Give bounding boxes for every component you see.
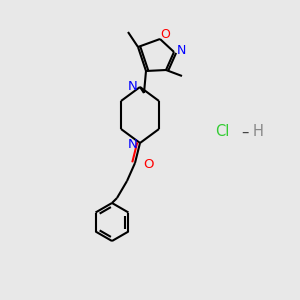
- Text: N: N: [128, 137, 138, 151]
- Text: O: O: [143, 158, 153, 172]
- Text: N: N: [176, 44, 186, 56]
- Text: –: –: [241, 124, 249, 140]
- Text: H: H: [253, 124, 263, 140]
- Text: Cl: Cl: [215, 124, 229, 140]
- Text: O: O: [160, 28, 170, 40]
- Text: N: N: [128, 80, 138, 92]
